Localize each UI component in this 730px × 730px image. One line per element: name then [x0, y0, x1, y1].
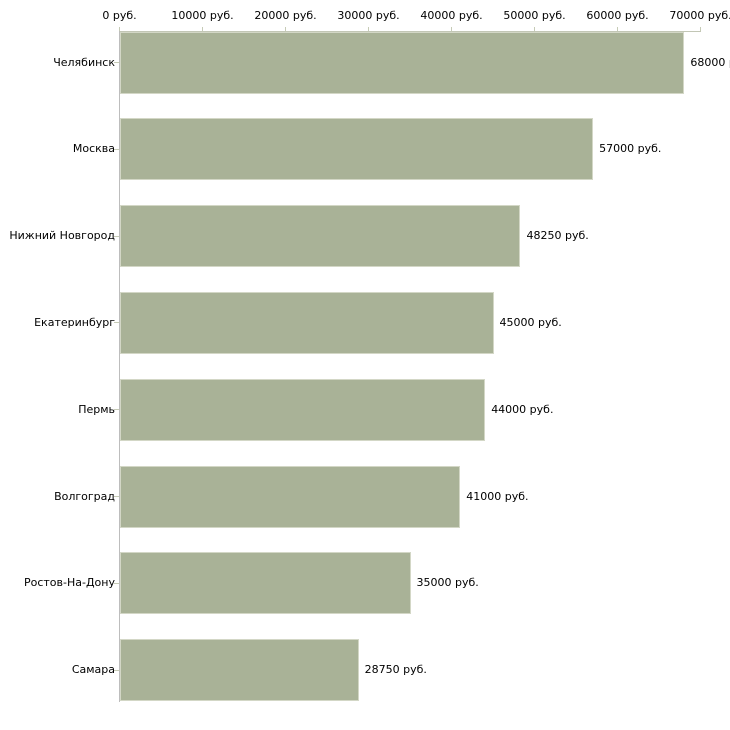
category-label: Ростов-На-Дону	[23, 576, 115, 590]
x-axis-tick-mark	[119, 27, 120, 32]
y-axis-line	[119, 31, 120, 702]
x-axis-tick-label: 10000 руб.	[171, 9, 234, 22]
y-axis-tick-mark	[114, 322, 119, 324]
bar-2	[120, 205, 521, 268]
bar-6	[120, 552, 411, 615]
x-axis-tick-mark	[368, 27, 369, 32]
category-label: Самара	[71, 663, 115, 677]
value-label: 41000 руб.	[466, 489, 529, 503]
x-axis-tick-mark	[534, 27, 535, 32]
x-axis-tick-label: 30000 руб.	[337, 9, 400, 22]
y-axis-tick-mark	[114, 496, 119, 497]
value-label: 35000 руб.	[416, 576, 479, 590]
category-label: Пермь	[78, 402, 115, 416]
category-label: Екатеринбург	[34, 315, 115, 329]
x-axis-tick-mark	[451, 27, 452, 32]
value-label: 45000 руб.	[499, 315, 562, 329]
value-label: 68000 руб.	[690, 55, 730, 69]
bar-7	[120, 639, 359, 702]
x-axis-tick-mark	[617, 27, 618, 32]
x-axis-tick-label: 20000 руб.	[254, 9, 317, 22]
category-label: Волгоград	[54, 489, 115, 503]
bar-4	[120, 378, 486, 441]
category-label: Москва	[72, 142, 115, 156]
bar-1	[120, 118, 594, 181]
x-axis-tick-label: 40000 руб.	[420, 9, 483, 22]
x-axis-tick-label: 0 руб.	[102, 9, 137, 22]
y-axis-tick-mark	[114, 148, 119, 150]
category-label: Челябинск	[53, 55, 115, 69]
y-axis-tick-mark	[114, 62, 119, 63]
value-label: 28750 руб.	[364, 663, 427, 677]
x-axis-tick-label: 60000 руб.	[586, 9, 649, 22]
value-label: 57000 руб.	[599, 142, 662, 156]
bar-0	[120, 31, 685, 94]
y-axis-tick-mark	[114, 409, 119, 411]
x-axis-tick-label: 70000 руб.	[669, 9, 730, 22]
y-axis-tick-mark	[114, 235, 119, 237]
x-axis-tick-mark	[285, 27, 286, 32]
value-label: 48250 руб.	[526, 229, 589, 243]
category-label: Нижний Новгород	[9, 229, 115, 243]
y-axis-tick-mark	[114, 582, 119, 584]
bar-5	[120, 465, 461, 528]
y-axis-tick-mark	[114, 669, 119, 671]
bar-3	[120, 291, 494, 354]
x-axis-tick-mark	[202, 27, 203, 32]
x-axis-tick-mark	[700, 27, 701, 32]
value-label: 44000 руб.	[491, 402, 554, 416]
x-axis-tick-label: 50000 руб.	[503, 9, 566, 22]
